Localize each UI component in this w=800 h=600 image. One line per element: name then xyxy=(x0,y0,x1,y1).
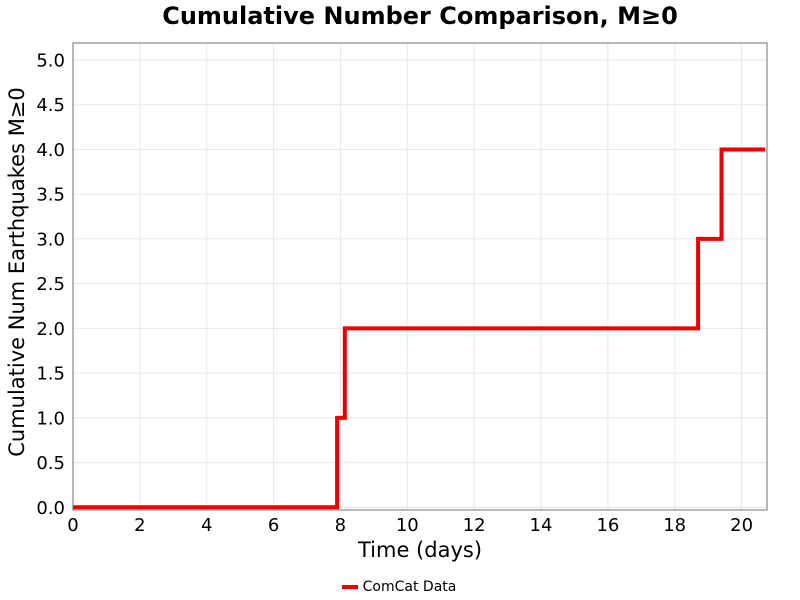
x-tick-label: 4 xyxy=(201,515,212,536)
y-gridlines xyxy=(73,59,767,508)
y-tick-label: 5.0 xyxy=(36,51,65,72)
x-tick-label: 10 xyxy=(396,515,419,536)
chart-title: Cumulative Number Comparison, M≥0 xyxy=(162,2,678,30)
y-tick-label: 1.5 xyxy=(36,364,65,385)
y-tick-label: 3.5 xyxy=(36,185,65,206)
x-tick-label: 2 xyxy=(134,515,145,536)
y-tick-label: 0.5 xyxy=(36,453,65,474)
x-tick-label: 16 xyxy=(596,515,619,536)
x-tick-label: 18 xyxy=(663,515,686,536)
y-tick-label: 4.5 xyxy=(36,95,65,116)
x-tick-label: 6 xyxy=(268,515,279,536)
x-tick-label: 20 xyxy=(730,515,753,536)
legend: ComCat Data xyxy=(0,577,798,597)
x-tick-label: 12 xyxy=(463,515,486,536)
x-tick-label: 0 xyxy=(67,515,78,536)
comcat-series-line xyxy=(73,147,765,510)
x-gridlines xyxy=(72,43,743,510)
y-tick-label: 1.0 xyxy=(36,408,65,429)
plot-frame xyxy=(72,42,768,511)
x-tick-labels: 0 2 4 6 8 10 12 14 16 18 20 xyxy=(67,515,753,536)
x-tick-label: 8 xyxy=(335,515,346,536)
y-axis-label: Cumulative Num Earthquakes M≥0 xyxy=(5,87,29,457)
y-tick-label: 2.5 xyxy=(36,274,65,295)
y-tick-labels: 0.0 0.5 1.0 1.5 2.0 2.5 3.0 3.5 4.0 4.5 5.0 xyxy=(36,51,65,519)
x-tick-label: 14 xyxy=(530,515,553,536)
legend-label: ComCat Data xyxy=(362,579,457,595)
y-tick-label: 3.0 xyxy=(36,229,65,250)
legend-line-swatch xyxy=(341,585,358,589)
y-tick-label: 4.0 xyxy=(36,140,65,161)
y-tick-label: 0.0 xyxy=(36,498,65,519)
y-tick-label: 2.0 xyxy=(36,319,65,340)
x-axis-label: Time (days) xyxy=(357,538,483,562)
